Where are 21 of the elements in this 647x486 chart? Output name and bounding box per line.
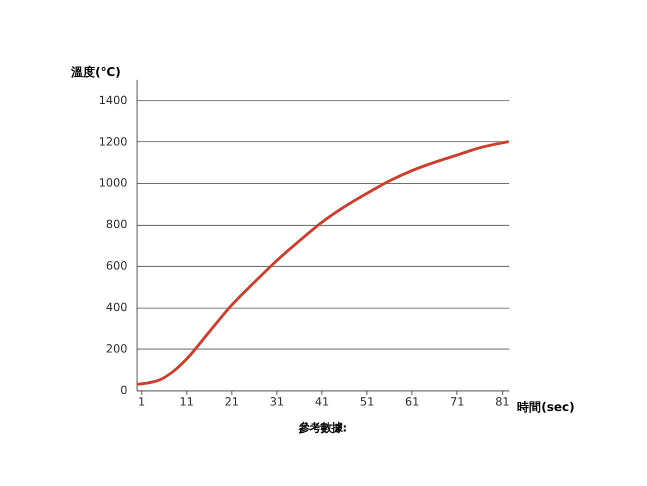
y-tick-label: 200	[106, 342, 128, 356]
y-tick-label: 1200	[98, 135, 128, 148]
x-tick-label: 21	[224, 395, 239, 408]
line-series	[135, 140, 510, 386]
text: 參考數據:	[297, 421, 347, 434]
x-tick-label: 41	[314, 395, 330, 408]
y-tick-label: 400	[106, 301, 128, 314]
x-tick-label: 81	[495, 395, 510, 408]
y-tick-label: 1400	[98, 94, 128, 107]
x-tick-label: 1	[138, 395, 146, 408]
y-tick-label: 600	[106, 260, 128, 273]
x-tick-label: 31	[270, 395, 284, 408]
x-axis-title: 時間(sec)	[517, 400, 575, 414]
x-tick-label: 11	[179, 395, 194, 408]
y-tick-label: 0	[120, 384, 128, 398]
y-tick-label: 1000	[98, 176, 128, 190]
x-tick-label: 71	[450, 395, 464, 408]
y-axis-title: 溫度(℃)	[70, 64, 121, 79]
y-tick-label: 800	[106, 218, 128, 232]
x-tick-label: 61	[405, 395, 420, 408]
x-tick-label: 51	[360, 395, 374, 408]
